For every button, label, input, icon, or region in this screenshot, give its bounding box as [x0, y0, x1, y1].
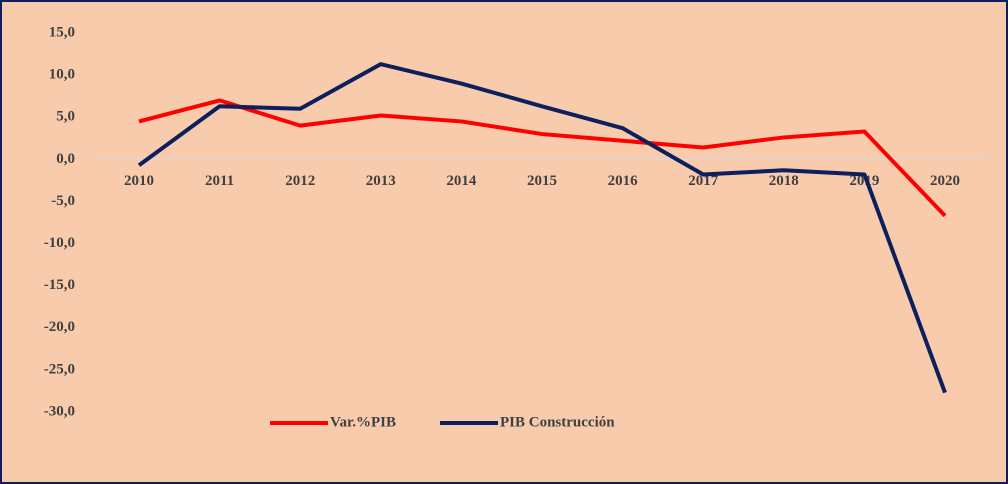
y-tick-label: 15,0 [49, 24, 75, 40]
y-tick-label: 10,0 [49, 67, 75, 83]
series-line [137, 62, 947, 394]
x-tick-label: 2011 [205, 173, 234, 189]
x-tick-label: 2020 [930, 173, 960, 189]
y-tick-label: 5,0 [56, 109, 75, 125]
x-tick-label: 2015 [527, 173, 557, 189]
x-tick-label: 2018 [769, 173, 799, 189]
x-tick-label: 2010 [124, 173, 154, 189]
x-tick-label: 2017 [688, 173, 719, 189]
y-tick-label: -5,0 [51, 193, 75, 209]
x-tick-label: 2016 [608, 173, 639, 189]
y-tick-label: 0,0 [56, 151, 75, 167]
series-line [138, 98, 947, 218]
y-tick-label: -15,0 [44, 277, 75, 293]
y-tick-label: -20,0 [44, 319, 75, 335]
y-tick-label: -30,0 [44, 403, 75, 419]
legend-label: PIB Construcción [500, 414, 615, 430]
x-tick-label: 2013 [366, 173, 396, 189]
legend-label: Var.%PIB [330, 414, 396, 430]
y-tick-label: -25,0 [44, 361, 75, 377]
x-tick-label: 2019 [849, 173, 879, 189]
x-tick-label: 2012 [285, 173, 315, 189]
x-tick-label: 2014 [446, 173, 477, 189]
y-tick-label: -10,0 [44, 235, 75, 251]
